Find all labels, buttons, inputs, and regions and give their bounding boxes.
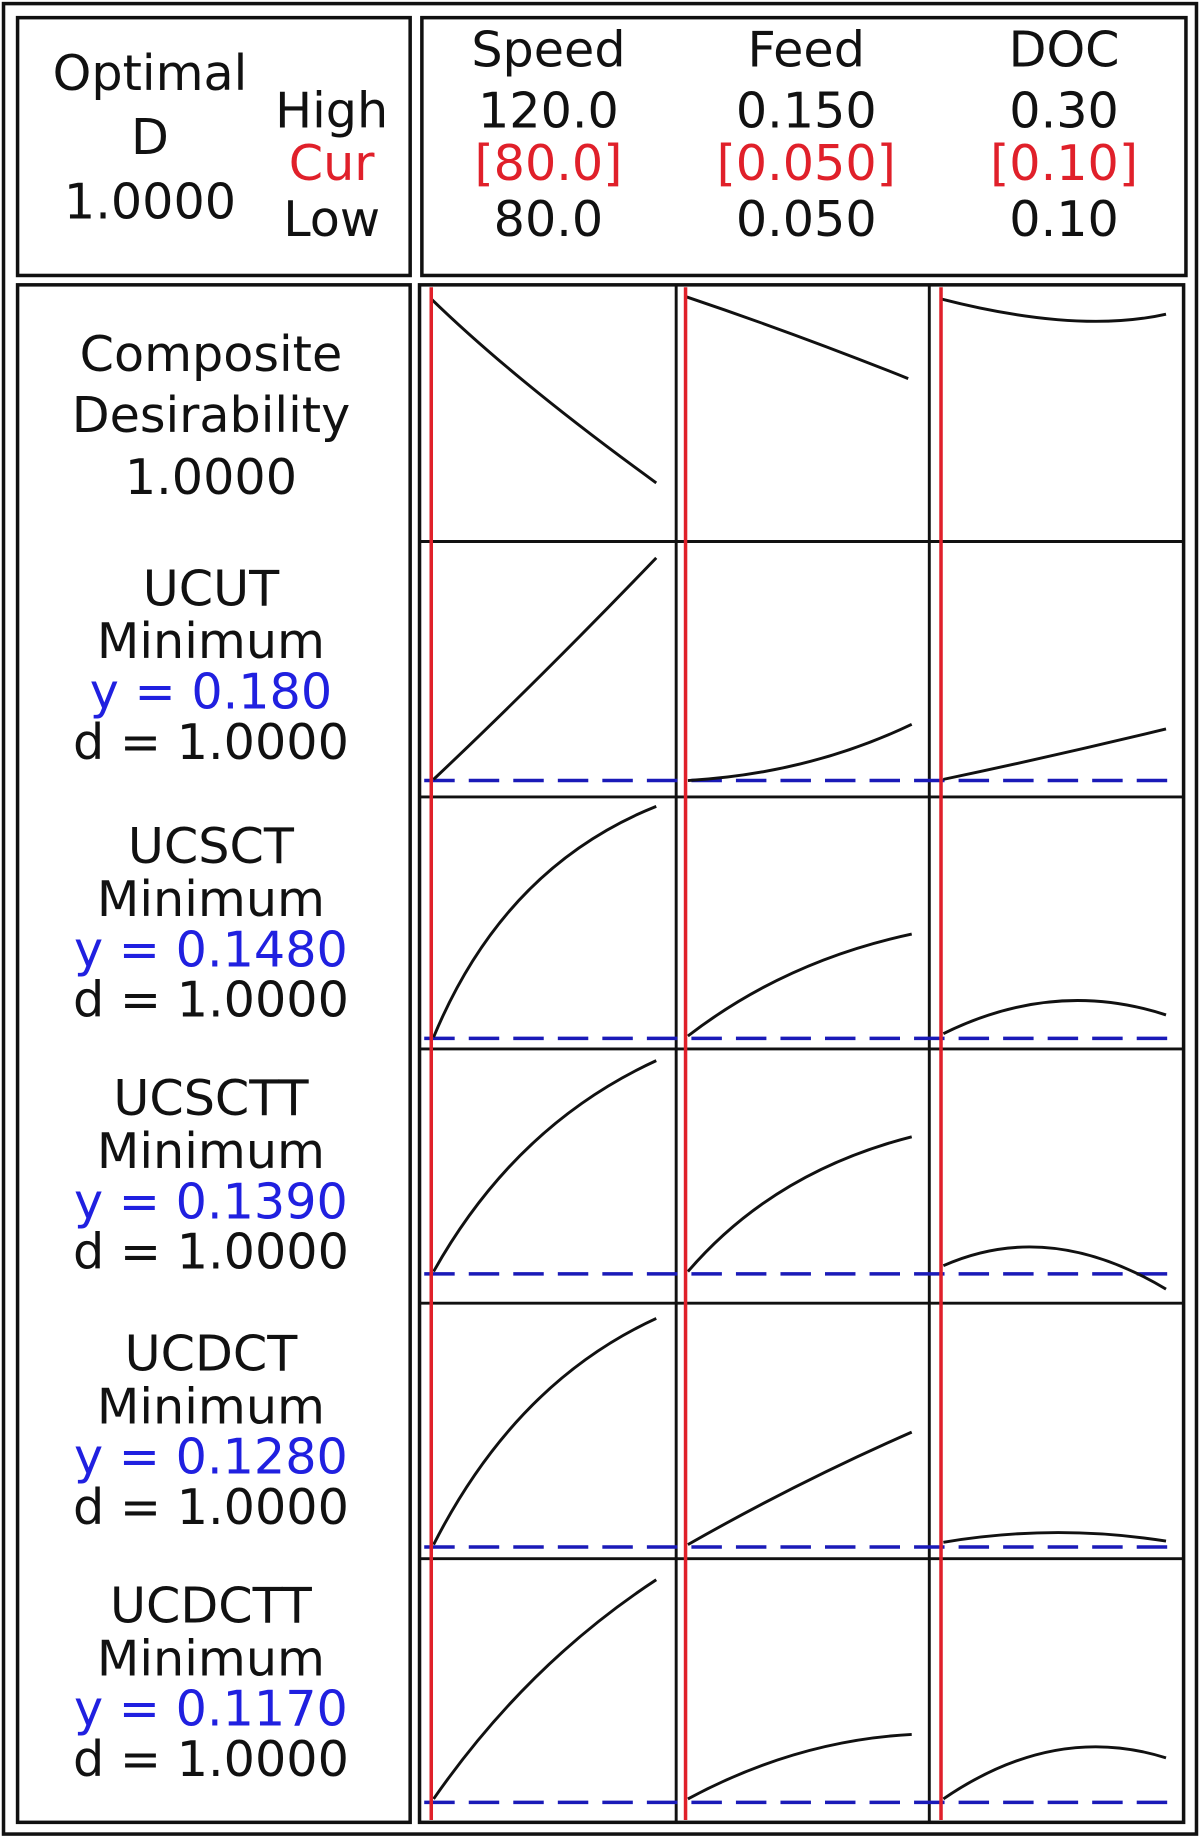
- factor-name: Speed: [471, 20, 625, 78]
- response-name: UCDCTT: [110, 1577, 313, 1635]
- response-y: y = 0.1280: [74, 1428, 348, 1486]
- curve: [942, 1245, 1167, 1291]
- factor-cur: [0.10]: [990, 134, 1138, 192]
- composite-label: Desirability: [72, 386, 351, 444]
- curve: [430, 297, 658, 485]
- curve: [943, 727, 1167, 781]
- curve: [940, 297, 1167, 323]
- d-value: 1.0000: [64, 173, 236, 231]
- composite-d: 1.0000: [125, 448, 297, 506]
- factor-low: 80.0: [494, 190, 604, 248]
- cur-label: Cur: [289, 134, 376, 192]
- goal-lines: [424, 778, 1182, 1805]
- response-name: UCSCT: [128, 817, 295, 875]
- response-name: UCSCTT: [113, 1069, 309, 1127]
- optimal-label: Optimal: [53, 44, 248, 102]
- response-d: d = 1.0000: [73, 1223, 349, 1281]
- curve: [432, 804, 657, 1038]
- factor-high: 0.30: [1009, 81, 1119, 139]
- response-goal: Minimum: [97, 1377, 325, 1435]
- composite-label: Composite: [80, 325, 343, 383]
- response-name: UCDCT: [125, 1325, 299, 1383]
- curve: [942, 1745, 1167, 1801]
- curve: [432, 1578, 658, 1800]
- curves: [430, 295, 1167, 1801]
- response-y: y = 0.180: [90, 663, 332, 721]
- response-y: y = 0.1390: [74, 1172, 348, 1230]
- curve: [942, 999, 1167, 1035]
- response-d: d = 1.0000: [73, 1730, 349, 1788]
- factor-low: 0.10: [1009, 190, 1119, 248]
- current-setting-lines: [429, 287, 943, 1820]
- curve: [432, 1059, 657, 1273]
- curve: [687, 1430, 913, 1546]
- response-goal: Minimum: [97, 1629, 325, 1687]
- summary-box: [15, 15, 412, 278]
- factor-high: 0.150: [736, 81, 877, 139]
- curve: [687, 1732, 912, 1801]
- factor-low: 0.050: [736, 190, 877, 248]
- response-d: d = 1.0000: [73, 971, 349, 1029]
- curve: [686, 1135, 913, 1273]
- response-goal: Minimum: [97, 1122, 325, 1180]
- curve: [686, 932, 913, 1038]
- response-box: [15, 283, 412, 1825]
- response-goal: Minimum: [97, 870, 325, 928]
- factor-name: Feed: [748, 20, 865, 78]
- factor-high: 120.0: [478, 81, 619, 139]
- response-d: d = 1.0000: [73, 713, 349, 771]
- d-label: D: [131, 108, 169, 166]
- response-name: UCUT: [143, 559, 280, 617]
- high-label: High: [275, 81, 388, 139]
- response-goal: Minimum: [97, 612, 325, 670]
- factor-cur: [80.0]: [474, 134, 622, 192]
- curve: [687, 722, 913, 783]
- grid: [419, 284, 1184, 1823]
- curve: [432, 556, 658, 781]
- curve: [685, 295, 909, 380]
- grid-box: [417, 283, 1186, 1825]
- curve: [943, 1531, 1167, 1544]
- response-d: d = 1.0000: [73, 1478, 349, 1536]
- response-y: y = 0.1170: [74, 1680, 348, 1738]
- low-label: Low: [283, 190, 380, 248]
- factor-name: DOC: [1009, 20, 1120, 78]
- factor-box: [420, 15, 1188, 278]
- factor-cur: [0.050]: [717, 134, 896, 192]
- response-y: y = 0.1480: [74, 920, 348, 978]
- curve: [432, 1317, 657, 1546]
